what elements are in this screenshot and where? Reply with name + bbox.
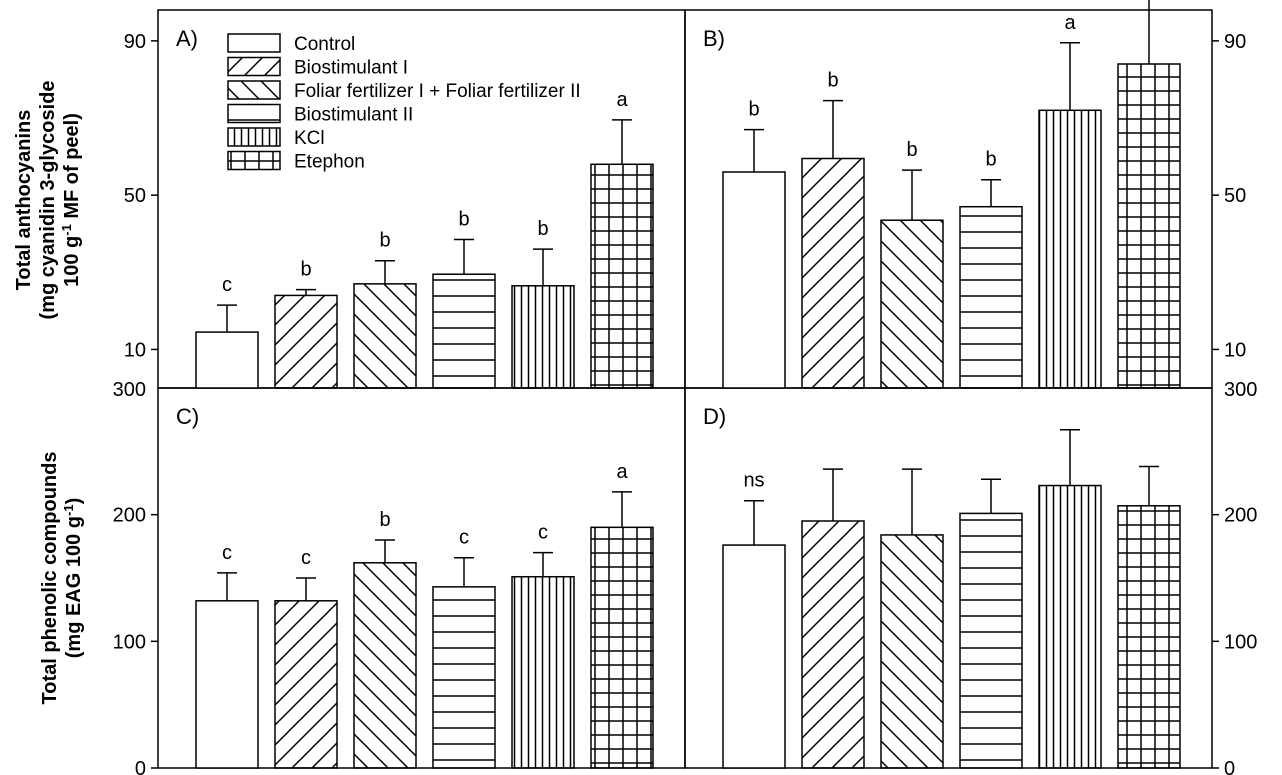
significance-letter: b xyxy=(300,259,311,281)
legend-swatch xyxy=(227,33,281,53)
bar xyxy=(511,285,575,389)
bar xyxy=(590,526,654,769)
bar xyxy=(432,273,496,389)
significance-letter: ns xyxy=(743,470,764,492)
significance-letter: a xyxy=(1064,12,1076,34)
y-axis-title-phenolics: Total phenolic compounds (mg EAG 100 g-1) xyxy=(39,452,85,705)
bar xyxy=(1038,109,1102,389)
y-axis-title-superscript: -1 xyxy=(59,224,74,236)
bar xyxy=(801,157,865,389)
y-axis-title-part: (mg EAG 100 g xyxy=(63,516,85,658)
bar xyxy=(353,283,417,389)
significance-letter: b xyxy=(379,509,390,531)
legend-label: Etephon xyxy=(294,152,365,173)
legend-swatch xyxy=(227,80,281,100)
y-axis-title-line: Total phenolic compounds xyxy=(39,452,61,705)
legend-label: KCl xyxy=(294,128,325,149)
bar xyxy=(959,512,1023,769)
y-tick-label-left: 0 xyxy=(135,758,146,775)
bar xyxy=(722,171,786,389)
y-tick-label-right: 200 xyxy=(1224,505,1257,527)
legend-swatch xyxy=(227,56,281,77)
significance-letter: b xyxy=(827,70,838,92)
y-tick-label-right: 90 xyxy=(1224,31,1246,53)
significance-letter: c xyxy=(538,522,548,544)
y-tick-label-300-right: 300 xyxy=(1224,379,1257,401)
legend-label: Biostimulant II xyxy=(294,105,413,126)
panel-label: B) xyxy=(703,26,725,51)
bar xyxy=(722,544,786,769)
bar xyxy=(959,205,1023,389)
bar xyxy=(1117,505,1181,769)
y-axis-title-anthocyanins: Total anthocyanins (mg cyanidin 3-glycosi… xyxy=(13,81,83,320)
bar xyxy=(432,586,496,769)
bar xyxy=(880,219,944,389)
y-axis-title-line: Total anthocyanins xyxy=(13,110,35,291)
bar xyxy=(353,562,417,769)
significance-letter: b xyxy=(458,209,469,231)
y-tick-label-right: 10 xyxy=(1224,339,1246,361)
bar xyxy=(274,600,338,769)
y-axis-title-line: (mg EAG 100 g-1) xyxy=(61,498,86,659)
panel-label: D) xyxy=(703,404,726,429)
significance-letter: b xyxy=(537,218,548,240)
y-tick-label-left: 90 xyxy=(124,31,146,53)
y-axis-title-line: 100 g-1 MF of peel) xyxy=(59,113,84,287)
bar xyxy=(511,575,575,769)
legend-swatch xyxy=(227,127,281,147)
legend-swatch xyxy=(227,150,281,171)
panel-frame xyxy=(684,387,1213,769)
bar xyxy=(195,600,259,769)
bar xyxy=(195,331,259,389)
legend-label: Control xyxy=(294,34,355,55)
legend-label: Foliar fertilizer I + Foliar fertilizer … xyxy=(294,81,581,102)
bar xyxy=(1038,484,1102,769)
significance-letter: c xyxy=(301,547,311,569)
y-axis-title-part: MF of peel) xyxy=(61,113,83,224)
y-axis-title-line: (mg cyanidin 3-glycoside xyxy=(37,81,59,320)
y-tick-label-left: 100 xyxy=(113,631,146,653)
bar xyxy=(1117,63,1181,389)
y-axis-title-superscript: -1 xyxy=(61,504,76,516)
significance-letter: a xyxy=(616,89,628,111)
y-tick-label-left: 10 xyxy=(124,339,146,361)
y-tick-label-right: 100 xyxy=(1224,631,1257,653)
significance-letter: c xyxy=(222,542,232,564)
panel-label: C) xyxy=(176,404,199,429)
bar xyxy=(801,520,865,769)
y-tick-label-left: 50 xyxy=(124,185,146,207)
y-axis-title-part: 100 g xyxy=(61,236,83,287)
y-tick-label-right: 0 xyxy=(1224,758,1235,775)
bar xyxy=(274,294,338,389)
legend-swatch xyxy=(227,103,281,124)
y-tick-label-300-left: 300 xyxy=(113,379,146,401)
panel-label: A) xyxy=(176,26,198,51)
legend-label: Biostimulant I xyxy=(294,58,408,79)
y-axis-title-part: ) xyxy=(63,498,85,505)
significance-letter: b xyxy=(379,230,390,252)
y-tick-label-left: 200 xyxy=(113,505,146,527)
bar xyxy=(880,534,944,769)
y-tick-label-right: 50 xyxy=(1224,185,1246,207)
bar xyxy=(590,163,654,389)
significance-letter: b xyxy=(985,149,996,171)
significance-letter: c xyxy=(222,274,232,296)
significance-letter: c xyxy=(459,527,469,549)
significance-letter: b xyxy=(906,139,917,161)
significance-letter: b xyxy=(748,99,759,121)
significance-letter: a xyxy=(616,461,628,483)
